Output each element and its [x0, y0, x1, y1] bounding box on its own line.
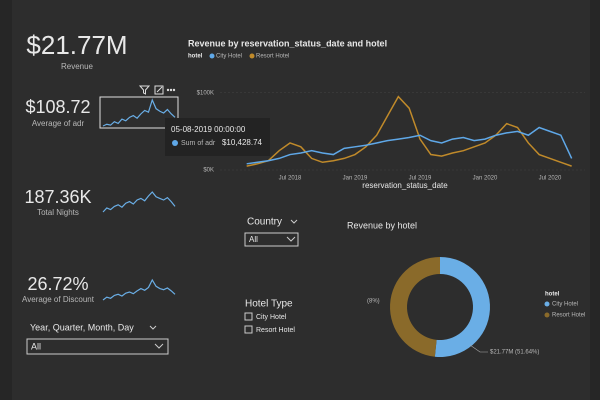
x-tick-label: Jul 2018: [279, 176, 302, 182]
data-label: $21.77M (51.64%): [490, 350, 539, 356]
more-dot: [169, 88, 173, 92]
kpi-value: $108.72: [25, 97, 90, 117]
sparkline: [102, 278, 176, 301]
chart-title: Revenue by hotel: [347, 220, 417, 230]
kpi-label: Revenue: [61, 62, 94, 71]
legend-swatch: [249, 53, 255, 59]
x-tick-label: Jul 2020: [539, 176, 562, 182]
kpi-value: 26.72%: [27, 274, 88, 294]
sparkline: [102, 191, 176, 213]
tooltip-value: $10,428.74: [222, 138, 263, 147]
x-tick-label: Jan 2020: [473, 176, 498, 182]
slicer-title: Year, Quarter, Month, Day: [30, 322, 134, 332]
kpi-label: Average of Discount: [22, 295, 95, 304]
country-dropdown[interactable]: [244, 232, 299, 247]
selected-visual-border[interactable]: [99, 96, 179, 129]
legend-swatch: [544, 301, 550, 307]
slicer-value[interactable]: All: [249, 235, 258, 244]
tooltip-box: [165, 118, 270, 156]
data-label: (8%): [367, 299, 380, 305]
legend-label: Resort Hotel: [256, 54, 289, 60]
line-series: [246, 95, 572, 167]
date-dropdown[interactable]: [26, 338, 169, 355]
kpi-label: Total Nights: [37, 208, 79, 217]
more-dot[interactable]: [166, 88, 170, 92]
slicer-option[interactable]: Resort Hotel: [256, 327, 295, 334]
more-dot: [172, 88, 176, 92]
slicer-title: Country: [247, 217, 282, 228]
tooltip: 05-08-2019 00:00:00 Sum of adr $10,428.7…: [165, 118, 270, 156]
chevron: [290, 219, 298, 224]
slicer-option[interactable]: City Hotel: [256, 314, 287, 321]
sparkline: [102, 98, 176, 127]
kpi-label: Average of adr: [32, 119, 85, 128]
checkbox[interactable]: [244, 312, 253, 321]
chevron: [154, 343, 164, 349]
x-tick-label: Jul 2019: [409, 176, 432, 182]
tooltip-date: 05-08-2019 00:00:00: [171, 125, 246, 134]
kpi-value: $21.77M: [26, 30, 127, 60]
chevron: [286, 236, 296, 242]
slicer-value[interactable]: All: [31, 341, 41, 351]
y-tick-label: $0K: [203, 168, 214, 174]
right-pane: [590, 0, 600, 400]
legend-label: City Hotel: [552, 302, 578, 308]
legend-label: Resort Hotel: [552, 313, 585, 319]
kpi-value: 187.36K: [24, 187, 91, 207]
x-tick-label: Jan 2019: [343, 176, 368, 182]
left-pane: [0, 0, 12, 400]
legend-swatch: [209, 53, 215, 59]
plots: Revenue by reservation_status_date and h…: [102, 38, 585, 357]
donut-slice: [390, 257, 440, 357]
leader-line: [469, 344, 488, 353]
chevron: [149, 325, 157, 330]
checkbox[interactable]: [244, 325, 253, 334]
slicer-title: Hotel Type: [245, 299, 293, 310]
tooltip-measure: Sum of adr: [181, 140, 216, 147]
chart-title: Revenue by reservation_status_date and h…: [188, 38, 387, 48]
tooltip-swatch: [172, 140, 178, 146]
legend-title: hotel: [188, 54, 203, 60]
line-series: [246, 126, 573, 165]
focus-icon-arrow: [156, 86, 163, 93]
y-tick-label: $100K: [197, 90, 214, 96]
legend-title: hotel: [545, 292, 560, 298]
visual-toolbar[interactable]: [138, 85, 176, 95]
filter-icon[interactable]: [138, 85, 151, 95]
legend-swatch: [544, 312, 550, 318]
x-axis-title: reservation_status_date: [362, 181, 448, 190]
donut-slice: [434, 257, 491, 357]
focus-icon[interactable]: [154, 85, 164, 95]
legend-label: City Hotel: [216, 54, 242, 60]
